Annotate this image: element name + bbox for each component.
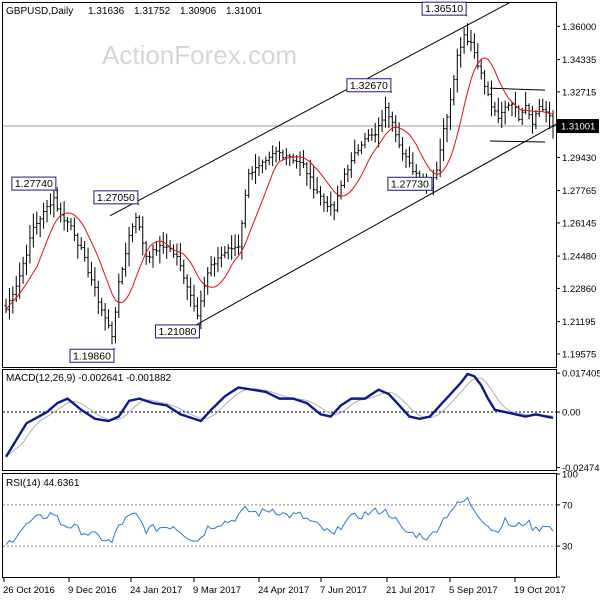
rsi-tick-label: 70 [562,500,573,511]
time-tick-label: 9 Mar 2017 [193,585,241,596]
rsi-label: RSI(14) 44.6361 [6,478,80,489]
price-annotation-pointer [390,91,393,94]
ohlc-low: 1.30906 [180,6,217,17]
rsi-panel-frame [2,473,557,578]
price-tick-label: 1.24480 [562,252,596,263]
rsi-line [5,496,554,546]
price-annotation-pointer [55,189,58,192]
time-tick-label: 21 Jul 2017 [386,585,435,596]
macd-tick-label: 0.00 [562,408,581,419]
price-annotation-box [346,78,392,93]
time-tick-label: 19 Oct 2017 [514,585,566,596]
macd-label: MACD(12,26,9) -0.002641 -0.001882 [6,373,172,384]
price-tick-label: 1.36000 [562,22,596,33]
ohlc-open: 1.31636 [88,6,125,17]
rsi-tick-label: 100 [562,470,578,481]
rsi-axis: 100 70 30 [3,470,578,578]
triangle-line [489,140,546,143]
price-tick-label: 1.27765 [562,186,596,197]
price-annotation-pointer [199,323,201,326]
price-annotation-pointer [431,189,434,192]
macd-tick-label: 0.017405 [562,369,600,380]
price-annotation-pointer [137,203,140,206]
price-tick-label: 1.21195 [562,317,596,328]
time-tick-label: 26 Oct 2016 [3,585,55,596]
macd-axis: 0.017405 0.00 -0.024742 [3,369,600,474]
price-annotations: 1.27740 1.19860 1.27050 1.21080 1.32670 1.277… [11,1,468,363]
time-tick-label: 9 Dec 2016 [68,585,117,596]
price-tick-label: 1.22860 [562,284,596,295]
price-annotation-box [421,1,467,16]
price-annotation-label: 1.19860 [73,350,111,362]
triangle-line [489,87,546,91]
macd-signal-line [5,377,554,458]
price-tick-label: 1.29430 [562,153,596,164]
price-annotation-box [11,176,57,191]
current-price-box [557,119,599,134]
channel-line [109,1,511,217]
watermark: ActionForex.com [102,40,297,70]
price-annotation-label: 1.32670 [350,80,388,92]
price-channel [109,1,561,326]
price-annotation-label: 1.27050 [97,192,135,204]
macd-line [4,372,554,458]
price-axis: 1.36000 1.34335 1.32715 1.29430 1.27765 1.261… [3,22,599,360]
time-axis: 26 Oct 2016 9 Dec 2016 24 Jan 2017 9 Mar 20… [3,578,566,596]
price-annotation-pointer [113,347,116,350]
price-annotation-box [69,348,115,363]
price-annotation-label: 1.36510 [425,3,463,15]
rsi-tick-label: 30 [562,542,573,553]
time-tick-label: 7 Jun 2017 [320,585,367,596]
price-annotation-label: 1.27730 [391,178,429,190]
price-tick-label: 1.26145 [562,218,596,229]
price-annotation-box [154,324,200,339]
price-tick-label: 1.34335 [562,55,596,66]
macd-panel-frame [2,369,557,471]
rsi-series [5,496,554,546]
macd-tick-label: -0.024742 [562,463,600,474]
price-annotation-box [93,190,139,205]
price-annotation-pointer [465,14,468,17]
time-tick-label: 24 Jan 2017 [130,585,182,596]
price-annotation-label: 1.21080 [158,326,196,338]
current-price-label: 1.31001 [561,122,595,133]
ohlc-high: 1.31752 [134,6,171,17]
time-tick-label: 5 Sep 2017 [449,585,498,596]
moving-average-line [5,57,554,310]
time-tick-label: 24 Apr 2017 [258,585,309,596]
price-annotation-box [387,176,433,191]
price-annotation-label: 1.27740 [15,178,53,190]
ohlc-close: 1.31001 [226,6,263,17]
price-tick-label: 1.32715 [562,87,596,98]
price-series [4,23,555,345]
chart-title: GBPUSD,Daily [6,6,73,17]
macd-series [4,372,554,458]
moving-average [5,57,554,310]
price-panel-frame [2,2,557,368]
price-tick-label: 1.19575 [562,349,596,360]
channel-line [194,121,561,326]
